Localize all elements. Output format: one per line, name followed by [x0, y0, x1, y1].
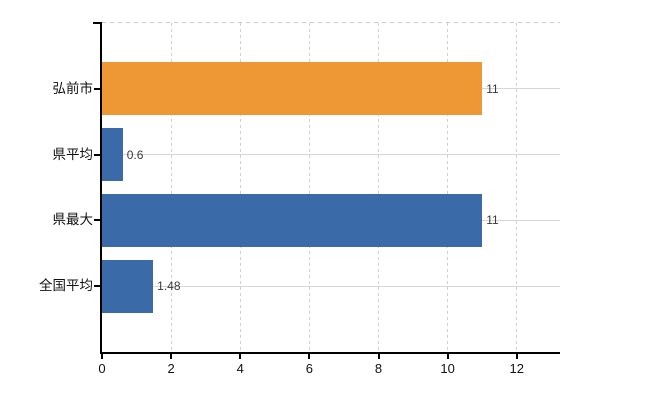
x-axis-tick [515, 354, 518, 359]
bar [102, 128, 123, 182]
gridline-vertical [308, 23, 310, 352]
x-tick-label: 2 [167, 361, 175, 376]
y-axis-tick [94, 219, 102, 222]
x-tick-label: 8 [374, 361, 383, 376]
y-axis-top-tick [93, 22, 102, 24]
x-axis-tick [308, 354, 311, 359]
gridline-vertical [239, 23, 241, 352]
bar [102, 62, 483, 116]
bar-value-label: 1.48 [157, 279, 181, 294]
category-label: 県平均 [52, 146, 94, 162]
gridline-vertical [447, 23, 449, 352]
gridline-horizontal [102, 285, 560, 287]
gridline-vertical [378, 23, 380, 352]
plot-top-border [102, 22, 560, 23]
bar-value-label: 0.6 [126, 147, 144, 162]
x-tick-label: 10 [440, 361, 455, 376]
x-tick-label: 4 [236, 361, 244, 376]
y-axis-tick [94, 153, 102, 156]
x-axis-tick [101, 354, 103, 359]
y-axis-line [100, 22, 102, 353]
x-axis-tick [239, 354, 242, 359]
bar [102, 193, 483, 247]
x-tick-label: 0 [98, 361, 106, 376]
y-axis-tick [94, 285, 102, 288]
bar [102, 259, 154, 313]
x-axis-tick [377, 354, 380, 359]
x-axis-tick [446, 354, 449, 359]
x-axis-line [100, 352, 560, 354]
gridline-vertical [516, 23, 518, 352]
bar-value-label: 11 [486, 213, 499, 228]
gridline-horizontal [102, 154, 560, 156]
plot-area: 11 0.6 11 1.48 [102, 23, 560, 352]
category-label: 全国平均 [39, 278, 93, 294]
y-axis-tick [94, 87, 102, 90]
x-axis-tick [170, 354, 173, 359]
x-tick-label: 12 [509, 361, 525, 376]
category-label: 県最大 [52, 212, 94, 228]
bar-value-label: 11 [486, 81, 499, 96]
category-label: 弘前市 [52, 80, 94, 96]
x-tick-label: 6 [305, 361, 314, 376]
gridline-vertical [170, 23, 172, 352]
